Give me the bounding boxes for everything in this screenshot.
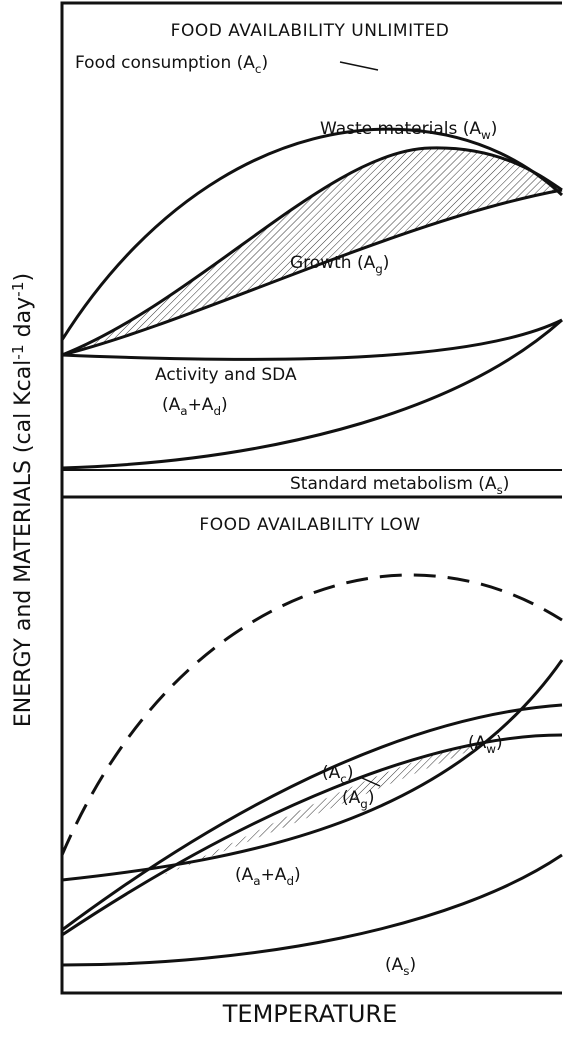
growth-area-low (150, 738, 500, 880)
script-text: d (213, 404, 221, 418)
label-text: ) (491, 119, 498, 139)
curve-activity-low (61, 659, 564, 882)
label: Activity and SDA (155, 365, 297, 385)
curve-consumption-potential (60, 573, 563, 856)
y-axis-label: ENERGY and MATERIALS (cal Kcal-1 day-1) (9, 273, 36, 727)
panel-title: FOOD AVAILABILITY LOW (199, 515, 420, 535)
script-text: c (340, 772, 347, 786)
frame (60, 1, 562, 995)
label-text: ) (503, 474, 510, 494)
label-text: ) (383, 253, 390, 273)
curve-waste-low (61, 733, 563, 937)
label-text: ) (368, 788, 375, 808)
label: Standard metabolism (As) (290, 474, 509, 497)
label: (As) (385, 955, 416, 978)
label: (Ag) (342, 788, 374, 811)
label-text: +A (188, 395, 214, 415)
label-text: ) (294, 865, 301, 885)
label-text: +A (261, 865, 287, 885)
label-text: (A (468, 733, 487, 753)
script-text: c (255, 62, 262, 76)
label-text: ENERGY and MATERIALS (cal Kcal (11, 360, 36, 727)
label-text: Activity and SDA (155, 365, 297, 385)
script-text: a (253, 874, 260, 888)
panel-title: FOOD AVAILABILITY UNLIMITED (171, 21, 450, 41)
label-text: ) (11, 273, 36, 282)
label-text: (A (162, 395, 181, 415)
script-text: g (360, 797, 368, 811)
script-text: s (403, 964, 409, 978)
script-text: -1 (9, 282, 27, 297)
label-text: ) (261, 53, 268, 73)
growth-area (62, 147, 562, 355)
curve-growth (61, 188, 563, 357)
label: (Ac) (322, 763, 353, 786)
label-text: (A (322, 763, 341, 783)
label-text: day (11, 297, 36, 344)
script-text: w (486, 742, 496, 756)
curve-activity (61, 318, 563, 361)
script-text: a (180, 404, 187, 418)
label-text: Food consumption (A (75, 53, 255, 73)
label-text: ) (496, 733, 503, 753)
script-text: g (375, 262, 383, 276)
leader (361, 777, 381, 787)
label-text: ) (409, 955, 416, 975)
x-axis-label: TEMPERATURE (222, 1000, 398, 1028)
label-text: ) (347, 763, 354, 783)
label: (Aa+Ad) (162, 395, 228, 418)
label: (Aw) (468, 733, 503, 756)
leader (339, 61, 379, 71)
label-text: (A (385, 955, 404, 975)
label: (Aa+Ad) (235, 865, 301, 888)
label-text: Growth (A (290, 253, 376, 273)
script-text: d (286, 874, 294, 888)
label-text: (A (235, 865, 254, 885)
curve-waste (61, 146, 563, 357)
label-text: (A (342, 788, 361, 808)
label: Food consumption (Ac) (75, 53, 268, 76)
curve-consumption-low (61, 703, 563, 932)
script-text: w (481, 128, 491, 142)
curve-standard (61, 318, 563, 470)
script-text: -1 (9, 344, 27, 359)
label-text: Standard metabolism (A (290, 474, 497, 494)
script-text: s (497, 483, 503, 497)
curve-standard-low (61, 853, 563, 967)
label: Waste materials (Aw) (320, 119, 497, 142)
label-text: Waste materials (A (320, 119, 481, 139)
label-text: ) (221, 395, 228, 415)
curve-consumption (60, 127, 564, 341)
label: Growth (Ag) (290, 253, 389, 276)
